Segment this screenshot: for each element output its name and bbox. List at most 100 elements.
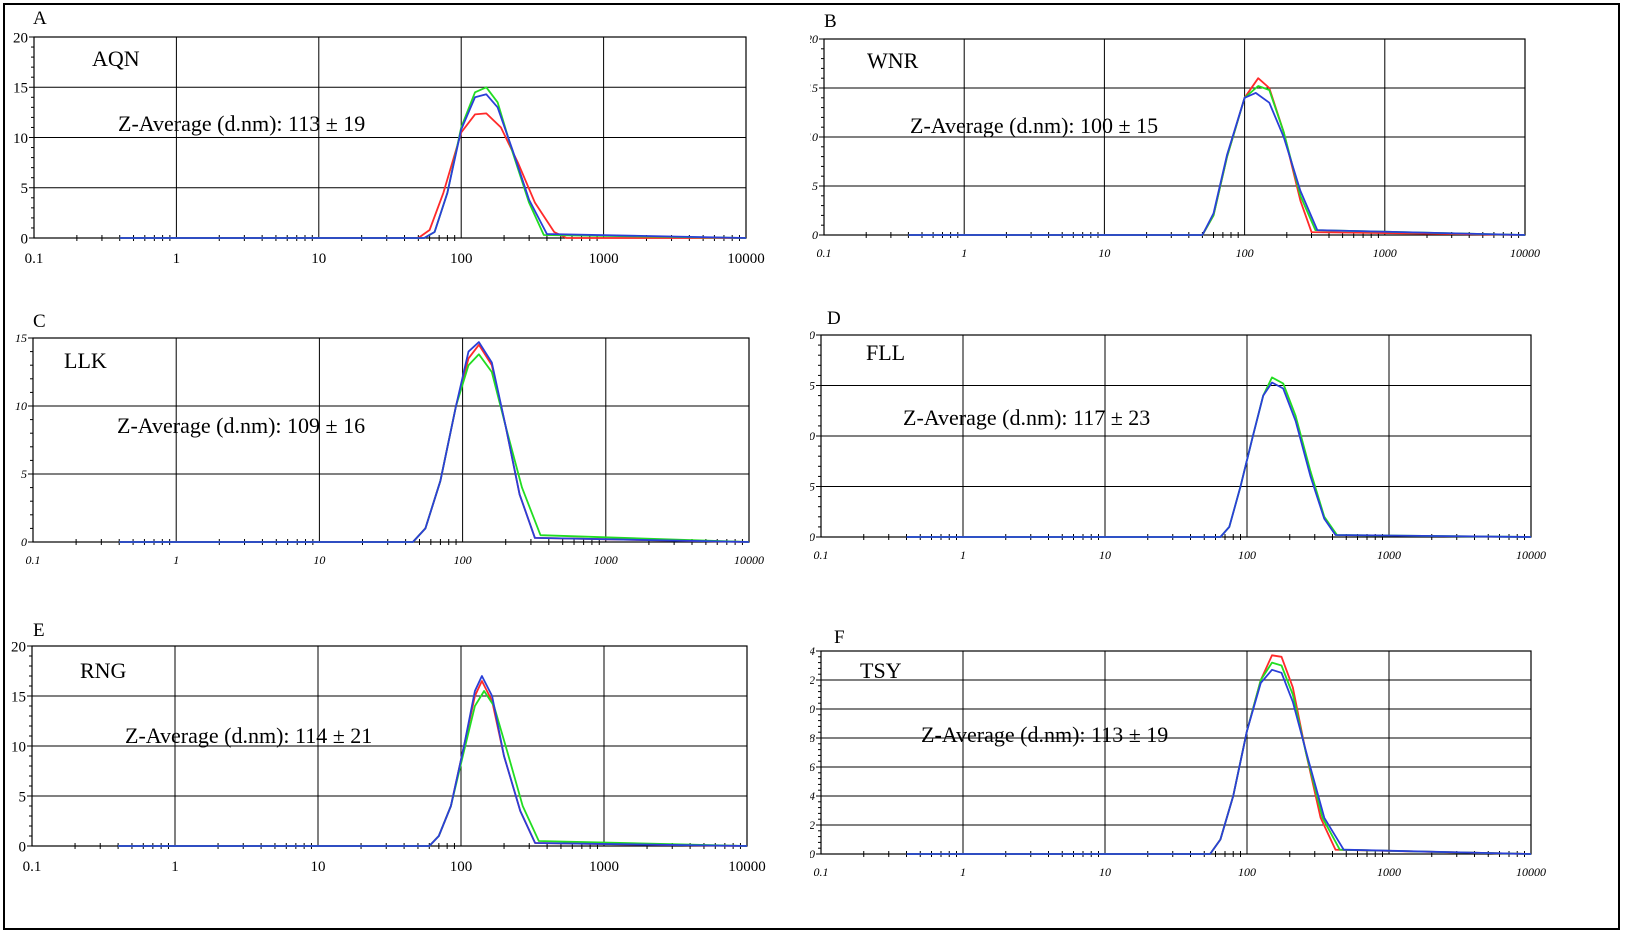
y-tick-label: 0 — [21, 231, 29, 247]
y-tick-label: 0 — [21, 535, 27, 549]
y-tick-label: 5 — [812, 179, 818, 193]
y-tick-label: 12 — [810, 673, 815, 687]
panel-letter: C — [33, 311, 46, 332]
x-tick-label: 10 — [1098, 246, 1110, 260]
x-tick-label: 0.1 — [814, 548, 829, 562]
x-tick-label: 10000 — [1516, 548, 1546, 562]
panel-e: 0 5 10 15 20 0.1 1 10 100 1000 10000 E RNG Z-Average … — [11, 620, 766, 875]
y-tick-label: 15 — [13, 81, 28, 97]
x-tick-label: 1 — [960, 548, 966, 562]
y-tick-label: 10 — [15, 399, 27, 413]
series-line-blue — [118, 675, 748, 847]
y-tick-label: 10 — [810, 130, 818, 144]
y-tick-label: 5 — [21, 181, 29, 197]
y-tick-label: 20 — [11, 639, 26, 655]
y-tick-label: 10 — [810, 702, 815, 716]
y-tick-label: 20 — [13, 30, 28, 46]
y-tick-label: 0 — [812, 228, 818, 242]
sample-label: RNG — [80, 658, 127, 683]
series-line-green — [119, 353, 750, 543]
y-tick-label: 10 — [810, 429, 815, 443]
z-average-annotation: Z-Average (d.nm): 109 ± 16 — [117, 413, 365, 438]
y-tick-label: 6 — [810, 760, 815, 774]
x-tick-label: 10 — [1099, 865, 1111, 879]
x-tick-label: 10000 — [734, 553, 764, 567]
x-tick-label: 100 — [1238, 548, 1256, 562]
x-tick-label: 0.1 — [23, 859, 42, 875]
y-tick-label: 15 — [11, 689, 26, 705]
x-tick-label: 10 — [313, 553, 325, 567]
x-tick-label: 1 — [173, 251, 181, 267]
y-tick-label: 0 — [810, 530, 815, 544]
panel-d: 0 5 10 15 20 0.1 1 10 100 1000 10000 D FLL Z-Average … — [810, 310, 1546, 562]
x-tick-label: 1 — [173, 553, 179, 567]
z-average-annotation: Z-Average (d.nm): 114 ± 21 — [125, 723, 372, 748]
y-tick-label: 10 — [11, 739, 26, 755]
y-tick-label: 5 — [19, 789, 27, 805]
z-average-annotation: Z-Average (d.nm): 117 ± 23 — [903, 405, 1150, 430]
y-tick-label: 20 — [810, 328, 815, 342]
x-tick-label: 10 — [311, 251, 326, 267]
y-tick-label: 20 — [810, 32, 818, 46]
series-line-red — [908, 77, 1526, 236]
series-line-blue — [119, 93, 747, 239]
x-tick-label: 1000 — [1373, 246, 1397, 260]
x-tick-label: 1 — [171, 859, 179, 875]
sample-label: AQN — [92, 46, 140, 71]
x-tick-label: 0.1 — [25, 251, 44, 267]
series-line-blue — [119, 341, 750, 543]
panel-b: 0 5 10 15 20 0.1 1 10 100 1000 10000 B WNR Z-Average … — [810, 11, 1540, 260]
x-tick-label: 1 — [961, 246, 967, 260]
x-tick-label: 1000 — [589, 859, 619, 875]
y-tick-label: 0 — [810, 847, 815, 861]
panel-c: 0 5 10 15 0.1 1 10 100 1000 10000 C LLK Z-Average (d… — [15, 311, 764, 567]
x-tick-label: 1000 — [589, 251, 619, 267]
x-tick-label: 10000 — [1510, 246, 1540, 260]
z-average-annotation: Z-Average (d.nm): 113 ± 19 — [921, 722, 1168, 747]
x-tick-label: 1 — [960, 865, 966, 879]
series-line-red — [906, 654, 1532, 855]
y-tick-label: 10 — [13, 131, 28, 147]
x-tick-label: 10 — [1099, 548, 1111, 562]
sample-label: WNR — [867, 48, 919, 73]
series-line-blue — [906, 668, 1532, 855]
y-tick-label: 5 — [810, 480, 815, 494]
y-tick-label: 8 — [810, 731, 815, 745]
plot-area — [32, 337, 750, 543]
x-tick-label: 10000 — [727, 251, 765, 267]
x-tick-label: 0.1 — [26, 553, 41, 567]
series-line-green — [119, 86, 747, 239]
sample-label: TSY — [860, 658, 902, 683]
x-tick-label: 100 — [450, 859, 473, 875]
z-average-annotation: Z-Average (d.nm): 113 ± 19 — [118, 111, 365, 136]
x-tick-label: 100 — [1238, 865, 1256, 879]
series-line-green — [908, 85, 1526, 236]
x-tick-label: 100 — [454, 553, 472, 567]
x-tick-label: 10000 — [728, 859, 766, 875]
y-tick-label: 2 — [810, 818, 815, 832]
x-tick-label: 1000 — [1377, 865, 1401, 879]
series-line-blue — [906, 381, 1532, 538]
series-line-blue — [908, 92, 1526, 236]
x-tick-label: 10 — [311, 859, 326, 875]
x-tick-label: 100 — [1236, 246, 1254, 260]
panel-a: 0 5 10 15 20 0.1 1 10 100 1000 10000 A AQN Z-Average … — [13, 8, 765, 267]
y-tick-label: 0 — [19, 839, 27, 855]
y-tick-label: 4 — [810, 789, 815, 803]
x-tick-label: 0.1 — [814, 865, 829, 879]
series-line-green — [118, 690, 748, 847]
sample-label: LLK — [64, 348, 107, 373]
y-tick-label: 14 — [810, 644, 815, 658]
series-line-green — [906, 376, 1532, 538]
x-tick-label: 1000 — [1377, 548, 1401, 562]
sample-label: FLL — [866, 340, 905, 365]
panel-letter: F — [834, 627, 845, 648]
panel-letter: E — [33, 620, 45, 641]
series-line-red — [119, 343, 750, 543]
panel-f: 0 2 4 6 8 10 12 14 0.1 1 10 100 1000 10000 F TSY Z-Avera… — [810, 627, 1546, 879]
x-tick-label: 100 — [450, 251, 473, 267]
series-line-red — [119, 112, 746, 239]
y-tick-label: 15 — [810, 379, 815, 393]
y-tick-label: 15 — [810, 81, 818, 95]
z-average-annotation: Z-Average (d.nm): 100 ± 15 — [910, 113, 1158, 138]
